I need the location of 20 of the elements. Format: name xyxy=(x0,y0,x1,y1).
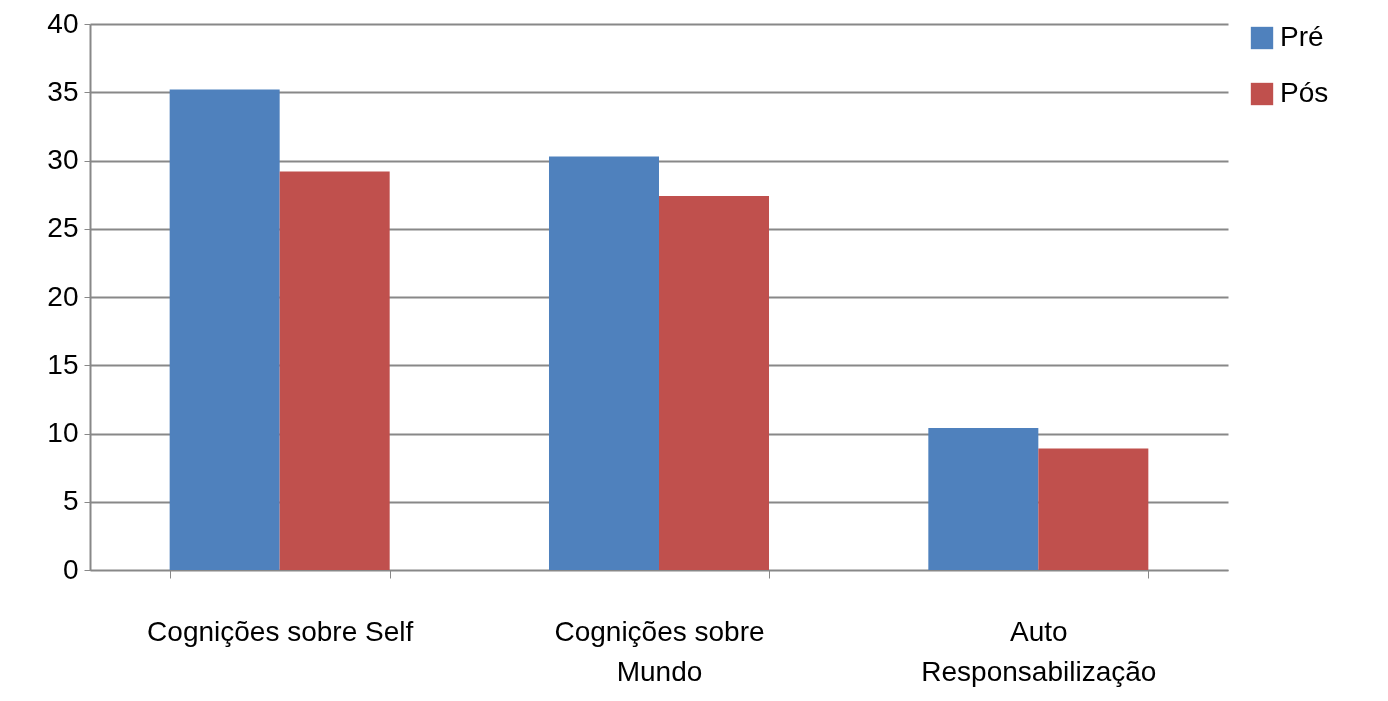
legend-label: Pré xyxy=(1280,21,1324,52)
bar xyxy=(928,428,1039,570)
y-tick-label: 30 xyxy=(47,144,79,175)
y-tick-label: 40 xyxy=(47,7,79,39)
bar xyxy=(279,171,390,570)
x-tick-label: Auto Responsabilização xyxy=(921,615,1157,687)
y-tick-label: 20 xyxy=(47,280,79,312)
bar xyxy=(548,156,659,570)
y-tick-label: 15 xyxy=(47,348,79,380)
bar xyxy=(659,195,770,570)
bar xyxy=(1038,448,1149,570)
y-tick-label: 35 xyxy=(47,75,79,107)
x-tick-label: Cognições sobre Mundo xyxy=(554,615,765,687)
y-tick-label: 10 xyxy=(47,417,79,448)
x-tick-label: Cognições sobre Self xyxy=(147,615,414,647)
y-tick-label: 25 xyxy=(47,212,79,244)
y-tick-label: 0 xyxy=(62,553,79,585)
legend-label: Pós xyxy=(1280,77,1329,108)
bar xyxy=(169,89,280,570)
y-tick-label: 5 xyxy=(62,485,79,517)
